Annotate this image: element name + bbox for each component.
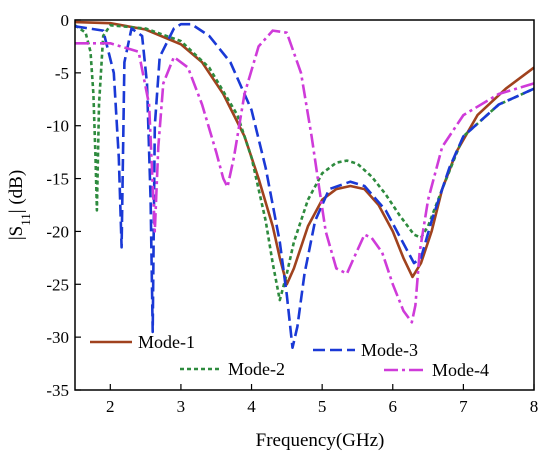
y-axis-label: |S11| (dB): [6, 170, 33, 240]
series-layer: [74, 20, 535, 350]
y-tick-label: -35: [46, 381, 69, 400]
x-tick-label: 5: [318, 397, 327, 416]
y-tick-label: -15: [46, 170, 69, 189]
plot-frame: [74, 19, 535, 391]
legend: Mode-1 Mode-2 Mode-3 Mode-4: [90, 332, 489, 380]
x-tick-label: 7: [459, 397, 468, 416]
y-tick-label: -20: [46, 222, 69, 241]
x-tick-label: 3: [177, 397, 186, 416]
x-tick-label: 4: [247, 397, 256, 416]
series-line-mode-1: [74, 20, 535, 286]
x-tick-label: 6: [389, 397, 398, 416]
legend-label: Mode-4: [432, 360, 489, 380]
ticks-layer: 2 3 4 5 6 7 8 0 -5 -10 -15 -20 -25 -30 -35: [46, 11, 538, 416]
y-tick-label: 0: [61, 11, 70, 30]
series-line-mode-2: [74, 23, 535, 302]
legend-label: Mode-3: [361, 340, 418, 360]
series-line-mode-3: [74, 22, 535, 350]
x-tick-label: 8: [530, 397, 539, 416]
y-tick-label: -25: [46, 275, 69, 294]
series-line-mode-4: [75, 29, 535, 324]
y-tick-label: -5: [55, 64, 69, 83]
x-axis-label: Frequency(GHz): [256, 430, 385, 451]
y-tick-label: -10: [46, 117, 69, 136]
x-tick-label: 2: [106, 397, 115, 416]
y-tick-label: -30: [46, 328, 69, 347]
legend-label: Mode-2: [228, 359, 285, 379]
legend-label: Mode-1: [138, 332, 195, 352]
